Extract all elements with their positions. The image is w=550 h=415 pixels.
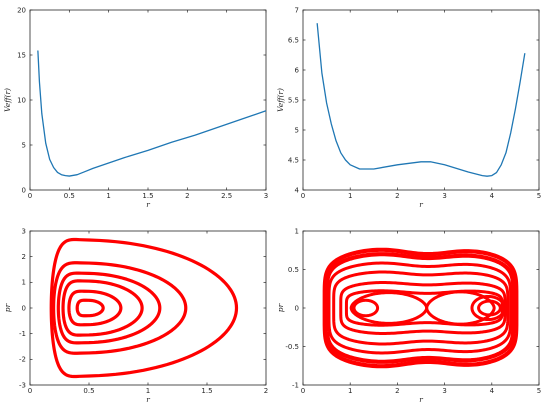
- y-tick-label: 15: [17, 51, 26, 59]
- panel-bottom-left: 0 0.5 1 1.5 2 -3 -2 -1 0 1 2 3 r pr: [3, 227, 268, 404]
- x-tick-label: 4: [490, 192, 495, 200]
- x-tick-label: 0.5: [83, 387, 94, 395]
- well-orbit: [477, 299, 502, 317]
- axes-frame: [302, 9, 540, 191]
- x-axis-label: r: [146, 395, 150, 404]
- x-tick-label: 2.5: [221, 192, 232, 200]
- x-tick-label: 0: [301, 387, 305, 395]
- x-tick-label: 1.5: [142, 192, 153, 200]
- y-tick-label: -0.5: [285, 343, 299, 351]
- y-tick-label: -2: [19, 356, 26, 364]
- y-tick-label: -1: [292, 381, 299, 389]
- orbit-curve: [67, 289, 123, 327]
- orbit-curve: [49, 237, 239, 379]
- y-tick-label: 7: [295, 6, 299, 14]
- y-tick-label: 0: [22, 186, 26, 194]
- y-tick-label: 20: [17, 6, 26, 14]
- axes-frame: [29, 9, 267, 191]
- x-tick-label: 0.5: [64, 192, 75, 200]
- x-axis-label: r: [419, 200, 423, 209]
- y-tick-label: 2: [22, 253, 26, 261]
- orbit-curve: [75, 298, 105, 318]
- y-tick-label: 3: [22, 227, 26, 235]
- y-tick-label: 4: [295, 186, 300, 194]
- y-axis-label: pr: [3, 303, 12, 312]
- y-tick-label: 10: [17, 96, 26, 104]
- y-tick-label: 1: [22, 279, 26, 287]
- y-axis-label: pr: [276, 303, 285, 312]
- axes-frame: [29, 230, 267, 386]
- series-line: [37, 50, 267, 177]
- panel-top-left: 0 0.5 1 1.5 2 2.5 3 0 5 10 15 20 r Veff(r): [3, 6, 268, 209]
- well-orbit: [352, 298, 380, 318]
- x-tick-label: 3: [264, 192, 268, 200]
- y-tick-label: -1: [19, 330, 26, 338]
- x-tick-label: 4: [490, 387, 495, 395]
- x-tick-label: 1: [348, 192, 352, 200]
- panel-bottom-right: 0 1 2 3 4 5 -1 -0.5 0 0.5 1 r pr: [276, 227, 541, 404]
- x-tick-label: 5: [537, 387, 541, 395]
- x-tick-label: 1: [146, 387, 150, 395]
- y-axis-label: Veff(r): [276, 88, 285, 112]
- x-tick-label: 3: [442, 192, 446, 200]
- x-tick-label: 1.5: [201, 387, 212, 395]
- x-tick-label: 1: [348, 387, 352, 395]
- y-tick-label: 1: [295, 227, 299, 235]
- x-tick-label: 3: [442, 387, 446, 395]
- outer-orbit: [339, 281, 507, 335]
- x-tick-label: 2: [185, 192, 189, 200]
- well-orbit: [470, 294, 507, 322]
- y-tick-label: 6: [295, 66, 300, 74]
- x-tick-label: 2: [395, 387, 399, 395]
- x-tick-label: 1: [106, 192, 110, 200]
- outer-orbit: [344, 289, 504, 327]
- x-axis-label: r: [146, 200, 150, 209]
- y-tick-label: 5: [22, 141, 26, 149]
- orbit-curve: [52, 261, 188, 355]
- y-tick-label: 6.5: [288, 36, 299, 44]
- y-tick-label: 0: [295, 304, 299, 312]
- x-tick-label: 0: [301, 192, 305, 200]
- orbit-curve: [56, 271, 162, 345]
- orbit-curve: [61, 279, 144, 337]
- y-tick-label: 5.5: [288, 96, 299, 104]
- outer-orbit: [332, 270, 510, 346]
- x-axis-label: r: [419, 395, 423, 404]
- x-tick-label: 5: [537, 192, 541, 200]
- separatrix-left-lobe: [349, 291, 429, 325]
- series-line: [316, 23, 526, 177]
- x-tick-label: 0: [28, 387, 32, 395]
- x-tick-label: 2: [395, 192, 399, 200]
- y-tick-label: 4.5: [288, 156, 299, 164]
- separatrix-right-lobe: [425, 290, 496, 326]
- outer-orbit: [327, 261, 513, 355]
- y-tick-label: -3: [19, 381, 26, 389]
- x-tick-label: 0: [28, 192, 32, 200]
- y-axis-label: Veff(r): [3, 88, 12, 112]
- outer-orbit: [322, 247, 519, 369]
- x-tick-label: 2: [264, 387, 268, 395]
- y-tick-label: 0: [22, 304, 26, 312]
- y-tick-label: 0.5: [288, 266, 299, 274]
- y-tick-label: 5: [295, 126, 299, 134]
- panel-top-right: 0 1 2 3 4 5 4 4.5 5 5.5 6 6.5 7 r Veff(r): [276, 6, 541, 209]
